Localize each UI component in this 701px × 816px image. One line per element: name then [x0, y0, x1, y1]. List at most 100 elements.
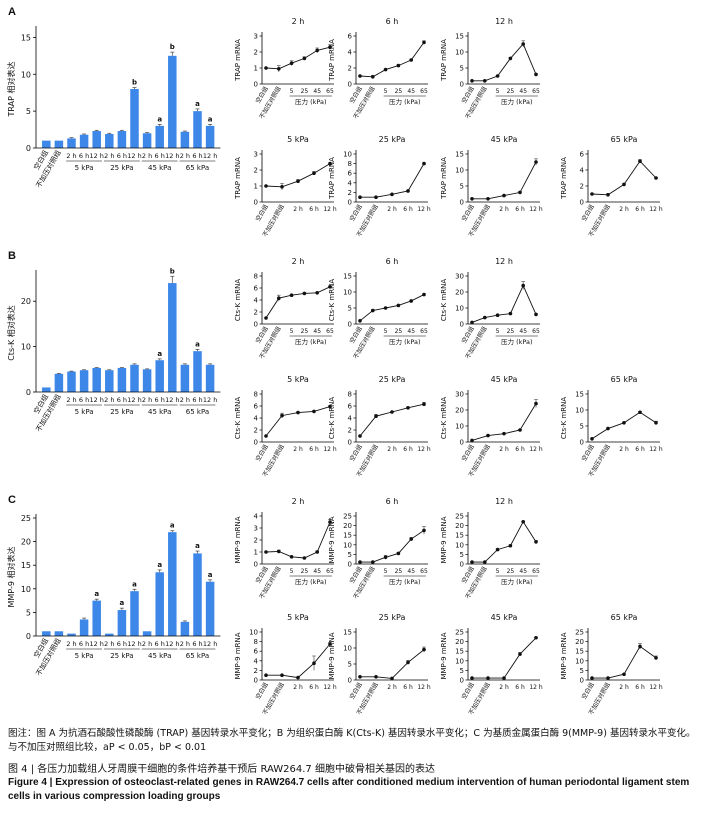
bar-a-13	[205, 125, 215, 148]
line-point-c-2-1	[483, 560, 487, 564]
line-xlabel-b-5-2: 2 h	[499, 446, 509, 453]
bar-xlabel-time-b-8: 2 h	[142, 396, 152, 404]
line-point-a-2-0	[470, 79, 474, 83]
bar-xlabel-time-b-11: 2 h	[180, 396, 190, 404]
line-xlabel-a-2-5: 65	[532, 88, 540, 95]
line-ytick-label-a-1: 4	[348, 49, 353, 57]
line-point-b-3-3	[312, 409, 316, 414]
line-xlabel-a-3-3: 6 h	[309, 206, 319, 213]
bar-xlabel-time-c-7: 12 h	[127, 640, 141, 648]
line-xlabel-c-4-2: 2 h	[387, 684, 397, 691]
bar-ytick-label-a: 10	[21, 70, 31, 79]
line-series-b-4	[359, 403, 425, 437]
line-point-c-1-0	[358, 560, 362, 564]
line-title-a-4: 25 kPa	[379, 135, 406, 144]
bar-group-label-a-1: 25 kPa	[110, 164, 133, 172]
bar-ytick-label-b: 10	[21, 343, 31, 352]
line-point-c-6-3	[638, 644, 642, 649]
line-point-b-6-2	[622, 421, 626, 425]
line-xlabel-a-4-3: 6 h	[403, 206, 413, 213]
bar-group-label-a-0: 5 kPa	[75, 164, 94, 172]
line-ytick-label-c-3: 6	[254, 648, 259, 656]
bar-xlabel-time-c-10: 12 h	[165, 640, 179, 648]
line-ytick-label-c-2: 0	[460, 561, 464, 569]
line-ytick-label-b-5: 20	[455, 407, 464, 415]
line-xlabel-b-3-4: 12 h	[323, 446, 337, 453]
line-point-b-1-1	[371, 308, 375, 313]
bar-ytick-label-c: 5	[26, 608, 31, 617]
line-point-b-5-3	[518, 428, 522, 432]
line-ytick-label-c-5: 20	[455, 638, 464, 646]
line-ytick-label-c-2: 25	[455, 513, 464, 521]
line-xlabel-b-1-3: 25	[395, 328, 403, 335]
line-point-a-1-1	[371, 75, 375, 79]
bar-sig-c-6: a	[120, 599, 125, 607]
line-point-c-5-4	[534, 635, 538, 640]
line-ytick-label-a-3: 0	[254, 199, 258, 207]
line-point-c-0-2	[289, 555, 294, 559]
line-ytick-label-b-3: 6	[254, 403, 259, 411]
line-ytick-label-a-0: 1	[254, 65, 258, 73]
bar-ytick-label-b: 20	[21, 297, 31, 306]
bar-group-label-c-2: 45 kPa	[148, 652, 171, 660]
bar-xlabel-time-a-13: 12 h	[203, 152, 217, 160]
line-xlabel-c-3-3: 6 h	[309, 684, 319, 691]
bar-b-2	[67, 371, 76, 392]
line-point-b-4-0	[358, 434, 362, 438]
bar-xlabel-time-b-10: 12 h	[165, 396, 179, 404]
line-xlabel-c-4-3: 6 h	[403, 684, 413, 691]
bar-xlabel-time-c-13: 12 h	[203, 640, 217, 648]
line-point-b-5-0	[470, 438, 474, 443]
line-ytick-label-b-0: 0	[254, 321, 258, 329]
line-xlabel-b-2-4: 45	[519, 328, 527, 335]
bar-xlabel-time-c-3: 6 h	[79, 640, 89, 648]
line-point-c-5-2	[502, 676, 506, 680]
line-ytick-label-a-4: 4	[348, 179, 353, 187]
bar-a-7	[130, 89, 139, 148]
line-xlabel-c-2-3: 25	[507, 568, 515, 575]
line-ytick-label-b-1: 0	[348, 321, 352, 329]
line-ylabel-c-5: MMP-9 mRNA	[440, 632, 448, 679]
line-ytick-label-c-2: 5	[460, 551, 464, 559]
line-title-a-2: 12 h	[495, 17, 513, 26]
line-xlabel-b-6-2: 2 h	[619, 446, 629, 453]
panel-label-b: B	[8, 250, 16, 262]
line-ytick-label-c-3: 2	[254, 667, 258, 675]
bar-group-label-b-0: 5 kPa	[75, 408, 94, 416]
line-title-c-5: 45 kPa	[491, 613, 518, 622]
line-point-a-6-4	[654, 176, 658, 180]
bar-ytick-label-b: 0	[26, 388, 31, 397]
bar-b-4	[92, 367, 101, 392]
bar-xlabel-time-a-7: 12 h	[127, 152, 141, 160]
line-ytick-label-b-3: 0	[254, 439, 258, 447]
line-ytick-label-a-4: 6	[348, 170, 353, 178]
line-point-b-0-2	[289, 293, 294, 298]
line-point-b-6-1	[606, 426, 610, 431]
bar-xlabel-time-c-12: 6 h	[192, 640, 202, 648]
line-xlabel-a-3-4: 12 h	[323, 206, 337, 213]
line-ylabel-a-4: TRAP mRNA	[328, 157, 336, 200]
line-point-b-1-0	[358, 319, 362, 323]
bar-a-9	[155, 125, 164, 148]
line-title-b-1: 6 h	[386, 257, 399, 266]
line-ytick-label-a-1: 6	[348, 33, 353, 41]
bar-xlabel-time-c-6: 6 h	[117, 640, 127, 648]
line-xlabel-b-0-5: 65	[326, 328, 334, 335]
line-point-a-5-3	[518, 190, 522, 195]
line-ytick-label-a-5: 10	[455, 167, 464, 175]
line-xlabel-a-5-4: 12 h	[529, 206, 543, 213]
line-series-b-6	[591, 411, 657, 440]
line-point-a-0-3	[302, 56, 307, 61]
line-xlabel-a-4-2: 2 h	[387, 206, 397, 213]
line-ylabel-a-1: TRAP mRNA	[328, 39, 336, 82]
line-ytick-label-c-5: 25	[455, 629, 464, 637]
line-ylabel-a-0: TRAP mRNA	[234, 39, 242, 82]
line-point-c-6-2	[622, 672, 626, 677]
line-ytick-label-a-4: 8	[348, 160, 352, 168]
bar-group-label-a-3: 65 kPa	[186, 164, 209, 172]
bar-xlabel-time-b-6: 6 h	[117, 396, 127, 404]
line-ytick-label-a-0: 3	[254, 33, 258, 41]
bar-sig-a-12: a	[195, 100, 200, 108]
line-series-c-1	[360, 530, 425, 563]
